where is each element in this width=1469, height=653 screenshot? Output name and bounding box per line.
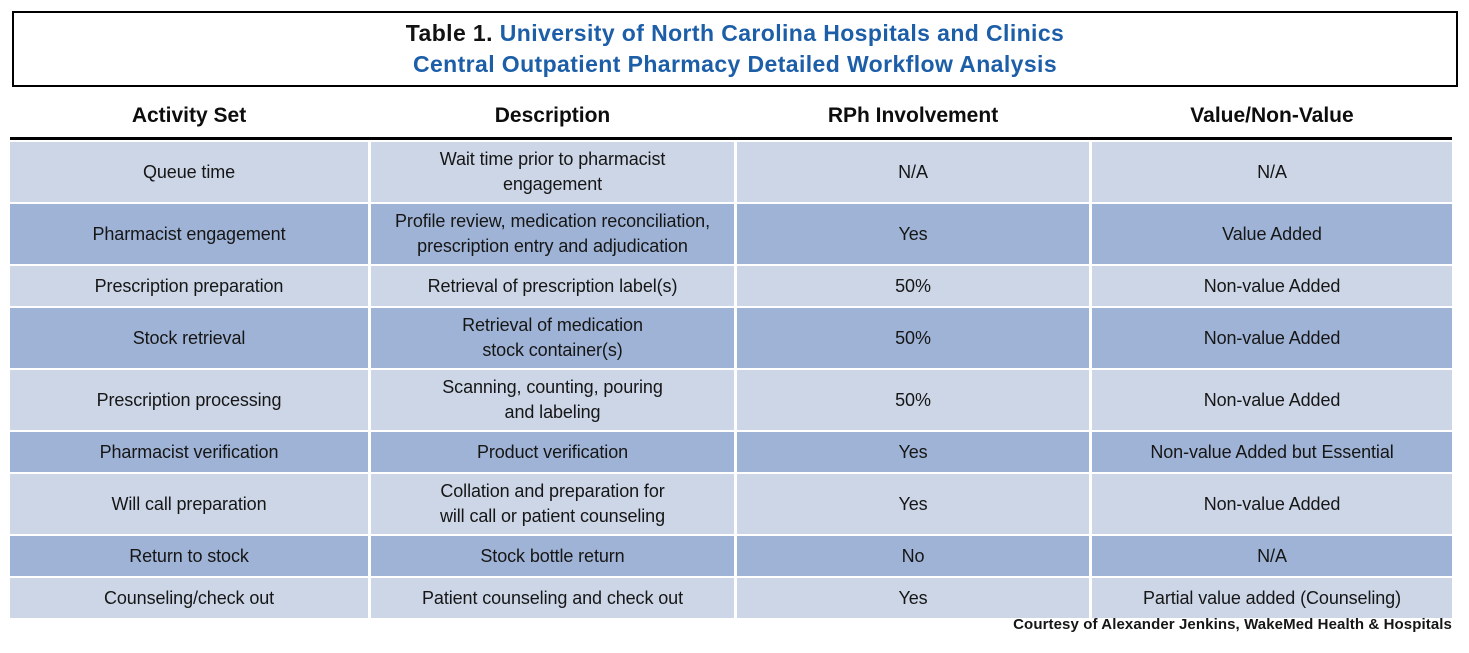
table-row: Pharmacist verification Product verificat… — [10, 432, 1452, 472]
cell-description: Retrieval of prescription label(s) — [371, 266, 734, 306]
cell-activity: Pharmacist verification — [10, 432, 368, 472]
cell-activity: Stock retrieval — [10, 308, 368, 368]
cell-activity: Counseling/check out — [10, 578, 368, 618]
cell-description: Profile review, medication reconciliatio… — [371, 204, 734, 264]
table-row: Counseling/check out Patient counseling a… — [10, 578, 1452, 618]
table-body: Queue time Wait time prior to pharmacist … — [10, 142, 1452, 618]
cell-rph: Yes — [737, 474, 1089, 534]
cell-description: Collation and preparation for will call … — [371, 474, 734, 534]
cell-activity: Pharmacist engagement — [10, 204, 368, 264]
column-header-description: Description — [494, 104, 611, 127]
cell-value: Value Added — [1092, 204, 1452, 264]
cell-value: Non-value Added but Essential — [1092, 432, 1452, 472]
cell-activity: Prescription processing — [10, 370, 368, 430]
cell-value: Non-value Added — [1092, 266, 1452, 306]
cell-rph: Yes — [737, 204, 1089, 264]
cell-rph: 50% — [737, 308, 1089, 368]
cell-value: Partial value added (Counseling) — [1092, 578, 1452, 618]
table-row: Will call preparation Collation and prepa… — [10, 474, 1452, 534]
table-title-line1: Table 1. University of North Carolina Hos… — [406, 18, 1064, 49]
cell-activity: Queue time — [10, 142, 368, 202]
table-title-line2: Central Outpatient Pharmacy Detailed Wor… — [412, 51, 1058, 77]
cell-value: Non-value Added — [1092, 474, 1452, 534]
column-header-activity: Activity Set — [131, 104, 247, 127]
cell-description: Scanning, counting, pouring and labeling — [371, 370, 734, 430]
cell-activity: Will call preparation — [10, 474, 368, 534]
cell-value: Non-value Added — [1092, 308, 1452, 368]
cell-activity: Return to stock — [10, 536, 368, 576]
cell-value: N/A — [1092, 142, 1452, 202]
cell-description: Wait time prior to pharmacist engagement — [371, 142, 734, 202]
cell-description: Patient counseling and check out — [371, 578, 734, 618]
table-row: Queue time Wait time prior to pharmacist … — [10, 142, 1452, 202]
column-header-rph: RPh Involvement — [827, 104, 999, 127]
cell-rph: No — [737, 536, 1089, 576]
courtesy-note: Courtesy of Alexander Jenkins, WakeMed H… — [1013, 616, 1452, 633]
table-row: Prescription preparation Retrieval of pre… — [10, 266, 1452, 306]
table-row: Prescription processing Scanning, countin… — [10, 370, 1452, 430]
cell-description: Product verification — [371, 432, 734, 472]
workflow-table: Activity Set Description RPh Involvement Va… — [10, 104, 1452, 618]
cell-activity: Prescription preparation — [10, 266, 368, 306]
table-title-part1: University of North Carolina Hospitals a… — [499, 20, 1065, 46]
cell-rph: 50% — [737, 266, 1089, 306]
cell-description: Retrieval of medication stock container(… — [371, 308, 734, 368]
cell-rph: Yes — [737, 578, 1089, 618]
table-header-row: Activity Set Description RPh Involvement Va… — [10, 104, 1452, 140]
cell-value: N/A — [1092, 536, 1452, 576]
table-title-box: Table 1. University of North Carolina Hos… — [12, 11, 1458, 87]
table-row: Return to stock Stock bottle return No N/A — [10, 536, 1452, 576]
column-header-value: Value/Non-Value — [1190, 104, 1354, 127]
cell-value: Non-value Added — [1092, 370, 1452, 430]
cell-rph: N/A — [737, 142, 1089, 202]
cell-rph: 50% — [737, 370, 1089, 430]
table-number-label: Table 1. — [405, 20, 493, 46]
cell-description: Stock bottle return — [371, 536, 734, 576]
table-row: Stock retrieval Retrieval of medication s… — [10, 308, 1452, 368]
table-row: Pharmacist engagement Profile review, med… — [10, 204, 1452, 264]
cell-rph: Yes — [737, 432, 1089, 472]
